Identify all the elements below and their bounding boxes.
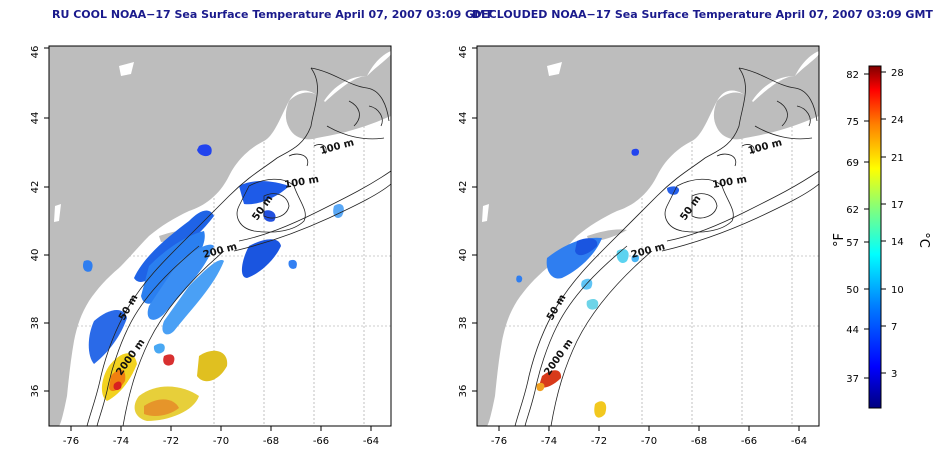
x-tick: -64 xyxy=(363,436,379,447)
map-frame xyxy=(48,45,392,427)
x-tick: -72 xyxy=(591,436,607,447)
f-tick: 82 xyxy=(846,70,859,81)
x-tick: -76 xyxy=(491,436,507,447)
map-title-raw: RU COOL NOAA−17 Sea Surface Temperature … xyxy=(52,8,493,21)
x-tick: -68 xyxy=(263,436,279,447)
f-tick: 37 xyxy=(846,374,859,385)
f-tick: 62 xyxy=(846,205,859,216)
x-tick: -68 xyxy=(691,436,707,447)
f-tick: 75 xyxy=(846,117,859,128)
y-tick: 36 xyxy=(458,385,469,398)
y-tick: 36 xyxy=(30,385,41,398)
c-tick: 14 xyxy=(891,237,904,248)
sst-overlay xyxy=(516,148,680,418)
y-tick: 42 xyxy=(30,181,41,194)
y-tick: 38 xyxy=(30,317,41,330)
y-tick: 38 xyxy=(458,317,469,330)
colorbar-f-ticks: 82 75 69 62 57 50 44 37 xyxy=(846,70,859,385)
x-tick: -70 xyxy=(213,436,229,447)
c-tick: 17 xyxy=(891,200,904,211)
x-tick: -74 xyxy=(113,436,129,447)
y-tick: 46 xyxy=(458,46,469,59)
c-tick: 10 xyxy=(891,285,904,296)
c-tick: 3 xyxy=(891,369,897,380)
y-tick: 44 xyxy=(30,112,41,125)
x-axis-ticks: -76 -74 -72 -70 -68 -66 -64 xyxy=(491,436,807,447)
c-tick: 28 xyxy=(891,68,904,79)
y-tick: 44 xyxy=(458,112,469,125)
temperature-colorbar: 82 75 69 62 57 50 44 37 28 24 21 17 14 1… xyxy=(832,65,931,409)
y-tick: 42 xyxy=(458,181,469,194)
fahrenheit-axis-label: °F xyxy=(832,233,847,247)
map-frame xyxy=(476,45,820,427)
c-tick: 24 xyxy=(891,115,904,126)
x-tick: -72 xyxy=(163,436,179,447)
y-tick: 40 xyxy=(458,249,469,262)
f-tick: 57 xyxy=(846,238,859,249)
colorbar-gradient xyxy=(868,65,882,409)
f-tick: 44 xyxy=(846,325,859,336)
x-tick: -70 xyxy=(641,436,657,447)
x-tick: -64 xyxy=(791,436,807,447)
x-tick: -66 xyxy=(313,436,329,447)
map-title-declouded: DECLOUDED NOAA−17 Sea Surface Temperatur… xyxy=(472,8,933,21)
c-tick: 7 xyxy=(891,322,897,333)
y-tick: 40 xyxy=(30,249,41,262)
y-axis-ticks: 36 38 40 42 44 46 xyxy=(458,46,469,398)
c-tick: 21 xyxy=(891,153,904,164)
x-tick: -66 xyxy=(741,436,757,447)
map-panel-declouded: 100 m 100 m 50 m 200 m 50 m 2000 m -76 -… xyxy=(458,45,820,447)
f-tick: 50 xyxy=(846,285,859,296)
celsius-axis-label: °C xyxy=(916,232,931,248)
f-tick: 69 xyxy=(846,158,859,169)
map-panel-raw: 100 m 100 m 50 m 200 m 50 m 2000 m -76 -… xyxy=(30,45,392,447)
x-tick: -74 xyxy=(541,436,557,447)
x-tick: -76 xyxy=(63,436,79,447)
y-axis-ticks: 36 38 40 42 44 46 xyxy=(30,46,41,398)
y-tick: 46 xyxy=(30,46,41,59)
colorbar-c-ticks: 28 24 21 17 14 10 7 3 xyxy=(891,68,904,380)
x-axis-ticks: -76 -74 -72 -70 -68 -66 -64 xyxy=(63,436,379,447)
